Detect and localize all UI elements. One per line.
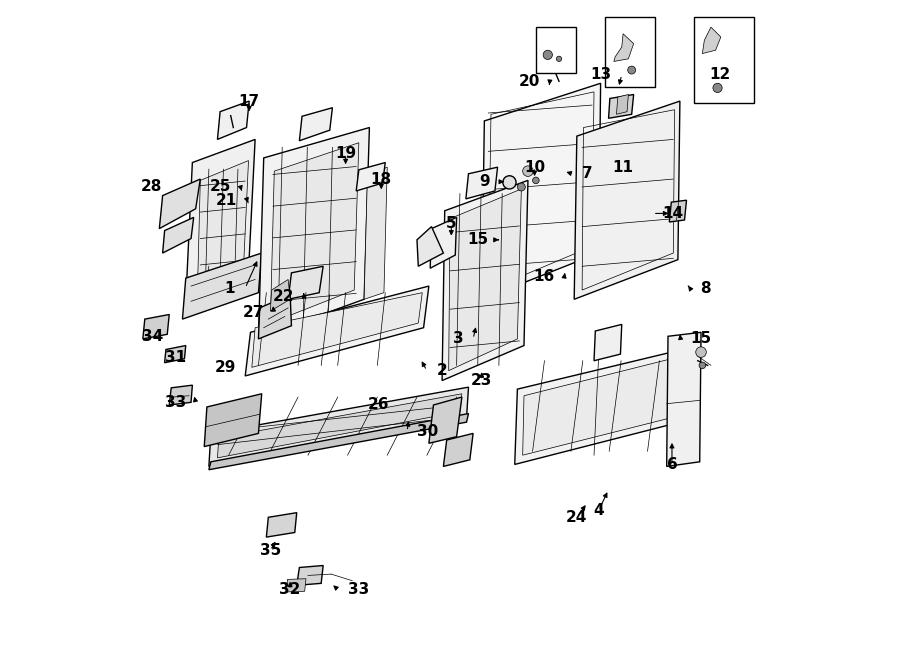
Circle shape <box>713 83 722 93</box>
Polygon shape <box>165 346 185 363</box>
Polygon shape <box>159 179 201 228</box>
Polygon shape <box>356 163 385 191</box>
Text: 8: 8 <box>699 281 710 295</box>
Polygon shape <box>430 217 456 268</box>
Polygon shape <box>523 357 677 455</box>
Bar <box>695 17 754 103</box>
Text: 9: 9 <box>479 174 490 189</box>
Text: 20: 20 <box>518 73 540 89</box>
Polygon shape <box>266 512 297 537</box>
Text: 15: 15 <box>467 232 489 248</box>
Circle shape <box>523 166 533 176</box>
Text: 12: 12 <box>709 67 730 82</box>
Circle shape <box>699 362 706 369</box>
Text: 33: 33 <box>348 583 370 598</box>
Polygon shape <box>574 101 680 299</box>
Polygon shape <box>297 565 323 585</box>
Text: 19: 19 <box>335 146 356 162</box>
Polygon shape <box>252 293 422 367</box>
Polygon shape <box>270 143 359 323</box>
Text: 35: 35 <box>260 543 281 558</box>
Text: 11: 11 <box>613 160 634 175</box>
Polygon shape <box>417 226 444 266</box>
Circle shape <box>518 183 526 191</box>
Polygon shape <box>608 95 634 118</box>
Circle shape <box>503 175 516 189</box>
Polygon shape <box>209 387 469 467</box>
Circle shape <box>543 50 553 60</box>
Text: 14: 14 <box>662 206 684 221</box>
Text: 5: 5 <box>446 216 456 232</box>
Text: 3: 3 <box>453 332 464 346</box>
Text: 13: 13 <box>590 67 612 82</box>
Circle shape <box>627 66 635 74</box>
Text: 31: 31 <box>165 350 185 365</box>
Text: 1: 1 <box>225 281 235 295</box>
Polygon shape <box>442 180 528 381</box>
Polygon shape <box>258 295 292 339</box>
Text: 27: 27 <box>242 305 264 320</box>
Polygon shape <box>185 140 255 301</box>
Text: 18: 18 <box>371 171 392 187</box>
Polygon shape <box>616 95 628 115</box>
Polygon shape <box>594 324 622 361</box>
Bar <box>605 17 655 87</box>
Polygon shape <box>614 34 634 62</box>
Text: 28: 28 <box>140 179 162 195</box>
Circle shape <box>556 56 562 62</box>
Text: 23: 23 <box>471 373 492 388</box>
Polygon shape <box>515 350 682 465</box>
Text: 17: 17 <box>238 93 260 109</box>
Polygon shape <box>193 261 265 311</box>
Polygon shape <box>245 286 429 376</box>
Text: 2: 2 <box>436 363 447 378</box>
Text: 10: 10 <box>524 160 545 175</box>
Text: 32: 32 <box>279 583 301 598</box>
Polygon shape <box>449 189 521 371</box>
Circle shape <box>696 347 706 357</box>
Text: 26: 26 <box>368 397 390 412</box>
Text: 33: 33 <box>165 395 185 410</box>
Polygon shape <box>670 200 687 222</box>
Polygon shape <box>218 101 249 140</box>
Polygon shape <box>429 397 462 444</box>
Polygon shape <box>702 27 721 54</box>
Text: 24: 24 <box>566 510 588 525</box>
Polygon shape <box>270 279 290 311</box>
Polygon shape <box>143 314 169 339</box>
Polygon shape <box>444 434 473 467</box>
Polygon shape <box>286 579 306 592</box>
Bar <box>536 27 575 73</box>
Polygon shape <box>288 266 323 299</box>
Text: 29: 29 <box>215 360 236 375</box>
Text: 30: 30 <box>417 424 438 439</box>
Text: 21: 21 <box>216 193 238 208</box>
Polygon shape <box>218 394 462 458</box>
Circle shape <box>533 177 539 183</box>
Polygon shape <box>198 161 248 283</box>
Polygon shape <box>183 253 262 319</box>
Polygon shape <box>364 167 387 299</box>
Text: 34: 34 <box>142 329 164 344</box>
Text: 4: 4 <box>593 503 604 518</box>
Polygon shape <box>163 217 194 253</box>
Polygon shape <box>204 394 262 447</box>
Polygon shape <box>667 332 701 467</box>
Polygon shape <box>466 167 498 199</box>
Polygon shape <box>258 128 369 338</box>
Polygon shape <box>169 385 193 405</box>
Polygon shape <box>209 414 469 470</box>
Text: 6: 6 <box>667 457 678 472</box>
Text: 25: 25 <box>210 179 230 195</box>
Polygon shape <box>300 108 332 141</box>
Text: 16: 16 <box>533 269 554 285</box>
Text: 22: 22 <box>273 289 294 304</box>
Text: 15: 15 <box>690 332 712 346</box>
Text: 7: 7 <box>582 166 593 181</box>
Polygon shape <box>482 83 600 299</box>
